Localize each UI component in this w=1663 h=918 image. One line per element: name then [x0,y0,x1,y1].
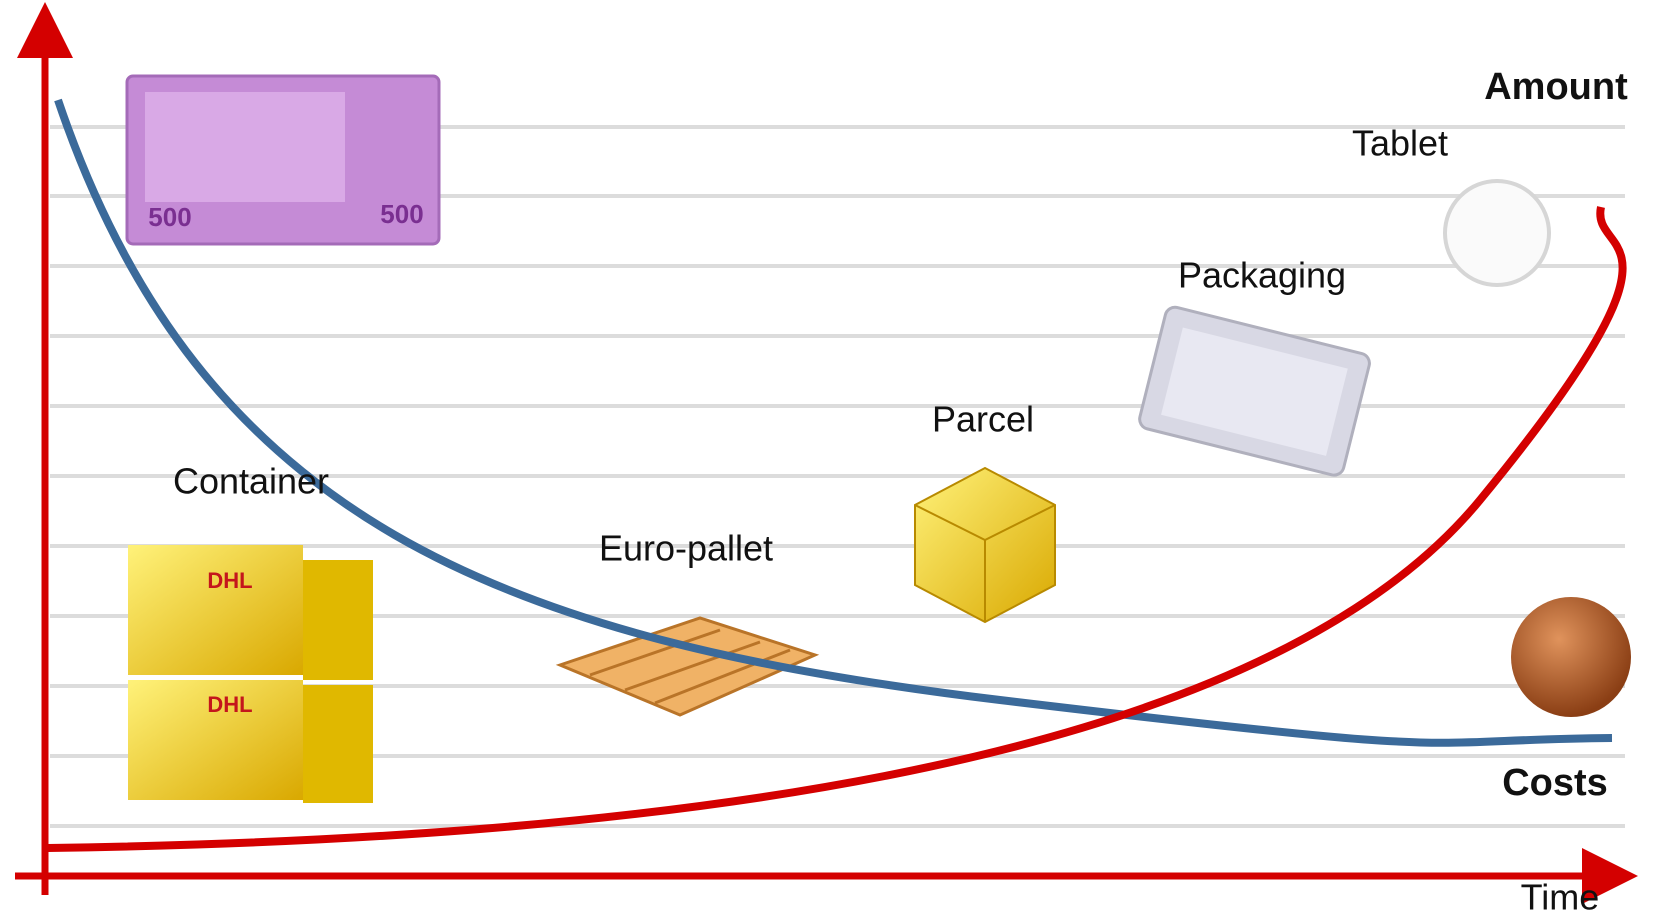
parcel-box [914,466,1056,624]
packaging-label: Packaging [1178,255,1346,296]
costs-curve [54,98,1613,747]
banknote: 500 500 [125,74,441,246]
euro-pallet-label: Euro-pallet [599,528,773,569]
blister-pack [1138,305,1371,477]
container-label: Container [173,461,329,502]
tablet-pill [1443,179,1551,287]
containers: DHL DHL [128,545,373,803]
svg-text:DHL: DHL [207,692,252,717]
tablet-label: Tablet [1352,123,1448,164]
parcel-label: Parcel [932,399,1034,440]
coin [1511,597,1631,717]
svg-text:DHL: DHL [207,568,252,593]
time-label: Time [1521,877,1600,918]
amount-curve [47,206,1627,852]
svg-text:500: 500 [148,202,191,232]
amount-label: Amount [1484,66,1628,108]
svg-text:500: 500 [380,199,423,229]
costs-label: Costs [1502,762,1608,804]
